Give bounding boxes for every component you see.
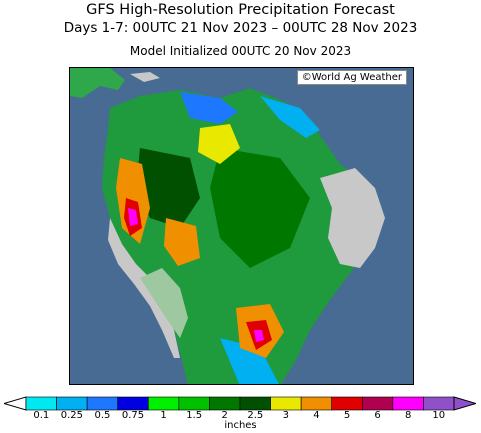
colorbar-swatch-0.1 bbox=[25, 396, 57, 411]
colorbar-swatch-1.5 bbox=[178, 396, 210, 411]
map-canvas bbox=[70, 68, 413, 384]
precipitation-map: ©World Ag Weather bbox=[69, 67, 414, 385]
paraguay-peak-rain bbox=[254, 330, 264, 342]
colorbar-tick-label: 0.25 bbox=[60, 410, 83, 421]
colorbar-tick-label: 6 bbox=[374, 410, 381, 421]
colorbar-tick-label: 3 bbox=[282, 410, 290, 421]
colorbar-tick-label: 2 bbox=[221, 410, 228, 421]
model-init-label: Model Initialized 00UTC 20 Nov 2023 bbox=[129, 44, 352, 58]
colorbar-swatch-2.5 bbox=[239, 396, 271, 411]
amazon-river-mouth-rain bbox=[180, 92, 238, 124]
colorbar-swatch-5 bbox=[331, 396, 363, 411]
peru-peak-rain bbox=[128, 208, 138, 226]
map-subtitle: Days 1-7: 00UTC 21 Nov 2023 – 00UTC 28 N… bbox=[63, 20, 418, 36]
andes-dry-area bbox=[140, 268, 188, 338]
colorbar-swatch-8 bbox=[392, 396, 424, 411]
colorbar-max-arrow bbox=[453, 396, 476, 411]
colorbar-swatch-0.5 bbox=[86, 396, 119, 411]
caribbean-island bbox=[130, 72, 160, 82]
colorbar-swatch-4 bbox=[300, 396, 333, 411]
colorbar-swatch-0.75 bbox=[117, 396, 149, 411]
colorbar-tick-label: 8 bbox=[404, 410, 412, 421]
colorbar-tick-label: 4 bbox=[313, 410, 320, 421]
colorbar-tick-label: 1 bbox=[160, 410, 167, 421]
units-label: inches bbox=[224, 420, 257, 431]
colorbar-tick-label: 0.75 bbox=[121, 410, 145, 421]
colorbar-swatch-6 bbox=[361, 396, 394, 411]
credit-label: ©World Ag Weather bbox=[296, 70, 407, 85]
northern-coast-rain bbox=[260, 96, 320, 138]
colorbar-tick-label: 0.5 bbox=[94, 410, 111, 421]
colorbar-min-arrow bbox=[4, 396, 27, 411]
colorbar-tick-label: 2.5 bbox=[247, 410, 264, 421]
northeast-dry-area bbox=[320, 168, 385, 268]
colorbar-tick-label: 0.1 bbox=[33, 410, 50, 421]
bolivia-heavy-rain bbox=[164, 218, 200, 266]
colorbar-tick-label: 1.5 bbox=[186, 410, 203, 421]
colorbar-swatch-1 bbox=[147, 396, 180, 411]
pacific-coast-dry-area bbox=[108, 218, 180, 358]
colorbar-tick-label: 5 bbox=[343, 410, 351, 421]
western-amazon-rain bbox=[136, 148, 200, 228]
central-brazil-rain bbox=[210, 148, 310, 268]
central-america-land bbox=[70, 68, 125, 98]
colorbar-tick-label: 10 bbox=[432, 410, 446, 421]
southern-brazil-light-rain bbox=[220, 338, 279, 384]
colorbar-swatch-10 bbox=[423, 396, 455, 411]
map-title: GFS High-Resolution Precipitation Foreca… bbox=[86, 2, 395, 18]
northern-brazil-heavy-rain bbox=[198, 124, 240, 164]
colorbar-swatch-3 bbox=[270, 396, 302, 411]
precipitation-colorbar bbox=[4, 396, 476, 411]
colorbar-swatch-2 bbox=[209, 396, 241, 411]
colorbar-swatch-0.25 bbox=[56, 396, 88, 411]
